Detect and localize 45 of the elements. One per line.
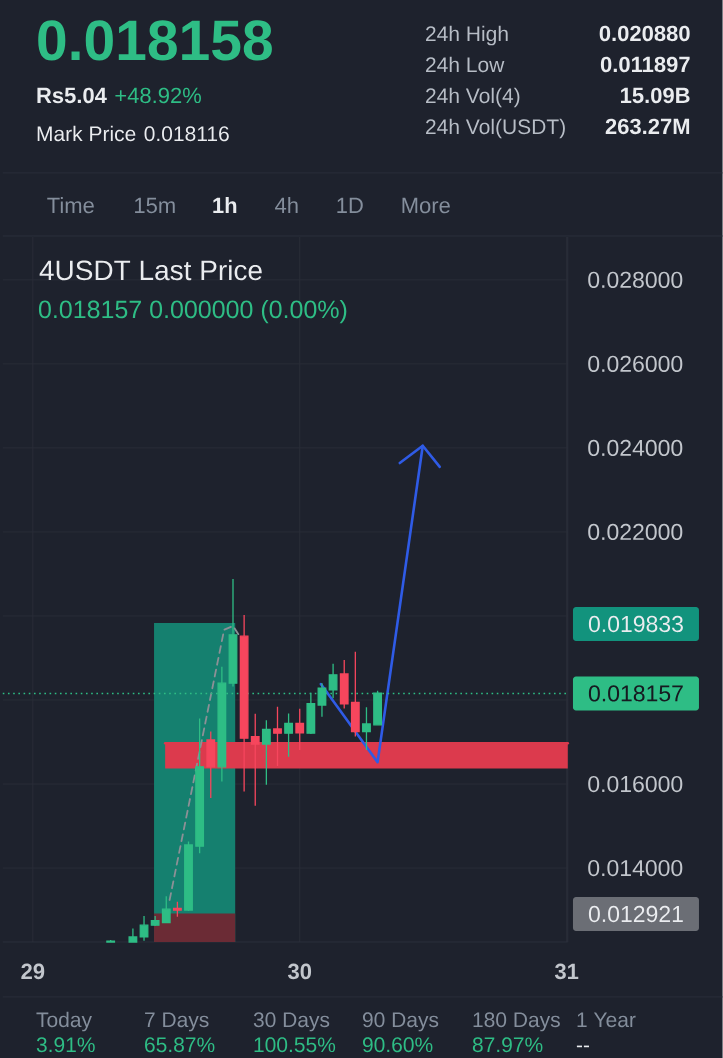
text: 3.91% [36, 1037, 95, 1053]
text: +48.92% [115, 87, 202, 104]
text: 263.27M [605, 118, 690, 135]
text: 180 Days [473, 1012, 560, 1032]
text: 24h High [426, 25, 508, 46]
text: 24h Vol(4) [426, 87, 520, 108]
y-tick-label: 0.022000 [588, 523, 683, 541]
text: More [402, 197, 450, 214]
text: 1D [337, 197, 363, 213]
text: Mark Price [37, 125, 136, 142]
y-tick-label: 0.014000 [588, 859, 683, 877]
text: 0.020880 [599, 25, 690, 42]
text: 0.019833 [589, 615, 684, 633]
text: 0.011897 [601, 56, 690, 73]
text: 0.012921 [589, 905, 683, 923]
text: Time [47, 197, 94, 214]
text: 90 Days [363, 1012, 439, 1032]
text: 100.55% [254, 1037, 336, 1053]
text: 24h Low [426, 56, 505, 73]
text: Rs5.04 [37, 87, 107, 104]
x-tick-label: 31 [555, 963, 579, 980]
text: 0.018158 [38, 20, 273, 61]
text: Today [36, 1011, 93, 1032]
x-tick-label: 30 [288, 963, 312, 980]
text: 15.09B [621, 87, 690, 104]
text: 30 Days [253, 1012, 330, 1032]
text: 4USDT Last Price [39, 259, 262, 281]
text: 4h [275, 197, 298, 213]
text: -- [577, 1045, 590, 1048]
y-tick-label: 0.024000 [588, 439, 683, 457]
text: 87.97% [472, 1037, 543, 1053]
text: 1h [213, 197, 237, 213]
text: 0.018116 [144, 126, 229, 142]
y-tick-label: 0.026000 [588, 355, 683, 373]
text: 65.87% [145, 1037, 215, 1053]
text: 24h Vol(USDT) [426, 118, 565, 139]
text: 0.018157 0.000000 (0.00%) [39, 299, 347, 324]
text: 7 Days [145, 1012, 209, 1032]
y-tick-label: 0.016000 [588, 775, 683, 793]
ref-line-label: 0.018157 [589, 685, 683, 702]
text: 1 Year [577, 1012, 636, 1028]
y-tick-label: 0.028000 [588, 271, 683, 288]
x-tick-label: 29 [21, 963, 45, 980]
text: 15m [135, 197, 175, 214]
text: 90.60% [363, 1037, 433, 1053]
